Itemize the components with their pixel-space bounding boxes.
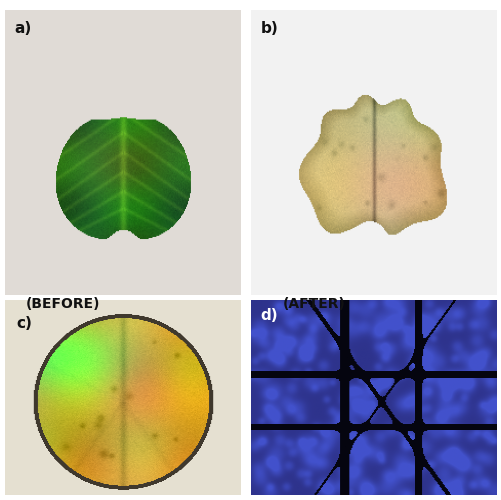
- Text: (BEFORE): (BEFORE): [26, 298, 100, 312]
- Text: d): d): [261, 308, 278, 323]
- Text: (AFTER): (AFTER): [282, 298, 345, 312]
- Text: c): c): [17, 316, 33, 330]
- Text: b): b): [261, 22, 278, 36]
- Text: a): a): [15, 22, 32, 36]
